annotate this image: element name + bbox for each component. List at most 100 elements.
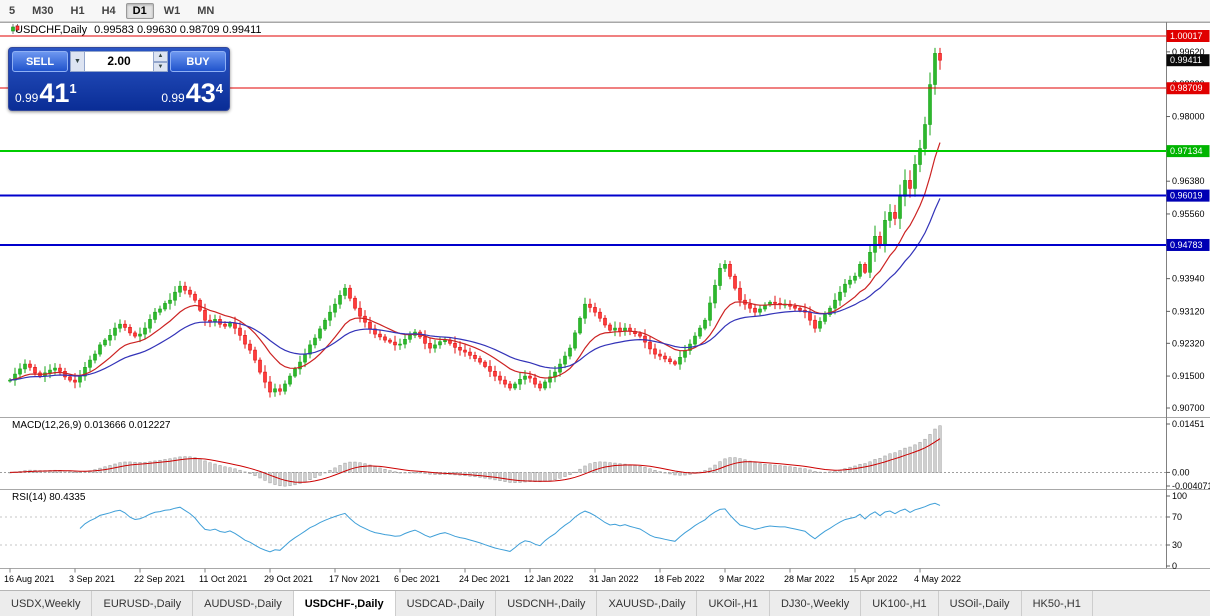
macd-histogram-bar — [673, 472, 677, 476]
tab-eurusd-daily[interactable]: EURUSD-,Daily — [92, 591, 194, 616]
tab-xauusd-daily[interactable]: XAUUSD-,Daily — [597, 591, 698, 616]
candlestick-series — [8, 47, 942, 398]
macd-histogram-bar — [313, 472, 317, 478]
price-axis-label: 0.93120 — [1172, 306, 1205, 316]
macd-histogram-bar — [383, 469, 387, 473]
tab-dj30-weekly[interactable]: DJ30-,Weekly — [769, 591, 862, 616]
macd-histogram-bar — [658, 471, 662, 473]
macd-histogram-bar — [908, 446, 912, 473]
timeframe-h4[interactable]: H4 — [101, 4, 116, 17]
macd-histogram-bar — [293, 472, 297, 486]
buy-button[interactable]: BUY — [170, 51, 226, 72]
timeframe-toolbar: 5 M30 H1 H4 D1 W1 MN — [0, 0, 1210, 22]
price-axis-badge — [1166, 145, 1210, 158]
tab-usdx-weekly[interactable]: USDX,Weekly — [0, 591, 93, 616]
macd-histogram-bar — [638, 466, 642, 473]
macd-histogram-bar — [188, 456, 192, 473]
sell-button[interactable]: SELL — [12, 51, 68, 72]
macd-histogram-bar — [533, 472, 537, 482]
macd-histogram-bar — [583, 465, 587, 473]
tab-usdcad-daily[interactable]: USDCAD-,Daily — [395, 591, 497, 616]
bid-pip-digit: 1 — [69, 81, 77, 96]
macd-histogram-bar — [733, 457, 737, 473]
macd-histogram-bar — [283, 472, 287, 487]
volume-input[interactable]: 2.00 — [85, 51, 154, 72]
price-axis-label: 0.99620 — [1172, 47, 1205, 57]
tab-audusd-daily[interactable]: AUDUSD-,Daily — [193, 591, 294, 616]
ma-fast-line — [9, 142, 941, 381]
volume-decrease-button[interactable]: ▼ — [154, 61, 168, 72]
timeframe-d1[interactable]: D1 — [125, 2, 154, 19]
date-axis-label: 9 Mar 2022 — [719, 574, 765, 584]
macd-histogram-bar — [263, 472, 267, 481]
timeframe-5[interactable]: 5 — [9, 4, 16, 17]
volume-spinner: ▲ ▼ — [154, 51, 168, 72]
macd-histogram-bar — [643, 467, 647, 473]
macd-histogram-bar — [778, 465, 782, 473]
timeframe-mn[interactable]: MN — [197, 4, 215, 17]
macd-histogram-bar — [233, 468, 237, 473]
macd-histogram-bar — [363, 463, 367, 473]
price-chart[interactable]: 0.996200.988200.980000.971800.963800.955… — [0, 22, 1210, 590]
macd-histogram-bar — [193, 457, 197, 473]
macd-histogram-bar — [773, 464, 777, 473]
macd-axis-label: 0.00 — [1172, 467, 1190, 477]
macd-histogram-bar — [578, 468, 582, 473]
macd-histogram-bar — [918, 442, 922, 473]
pane-separators — [0, 22, 1210, 569]
caret-down-icon: ▼ — [74, 58, 81, 65]
macd-histogram-bar — [398, 472, 402, 474]
date-axis-label: 15 Apr 2022 — [849, 574, 898, 584]
timeframe-m30[interactable]: M30 — [32, 4, 54, 17]
volume-dropdown-button[interactable]: ▼ — [70, 51, 85, 72]
macd-histogram-bar — [323, 472, 327, 474]
tab-usdchf-daily[interactable]: USDCHF-,Daily — [293, 591, 396, 616]
macd-histogram-bar — [378, 467, 382, 473]
rsi-indicator-pane — [0, 502, 1166, 553]
macd-histogram-bar — [528, 472, 532, 482]
macd-histogram-bar — [743, 459, 747, 473]
macd-histogram-bar — [158, 459, 162, 473]
macd-histogram-bar — [588, 463, 592, 473]
macd-histogram-bar — [633, 465, 637, 473]
date-axis-label: 3 Sep 2021 — [69, 574, 115, 584]
timeframe-w1[interactable]: W1 — [163, 4, 181, 17]
tab-uk100-h1[interactable]: UK100-,H1 — [861, 591, 939, 616]
macd-histogram-bar — [808, 469, 812, 473]
macd-histogram-bar — [923, 438, 927, 473]
tab-usoil-daily[interactable]: USOil-,Daily — [938, 591, 1022, 616]
macd-histogram-bar — [813, 471, 817, 473]
arrow-up-icon: ▲ — [157, 53, 164, 60]
tab-ukoil-h1[interactable]: UKOil-,H1 — [697, 591, 770, 616]
macd-histogram-bar — [213, 463, 217, 473]
macd-histogram-bar — [403, 472, 407, 474]
macd-histogram-bar — [288, 472, 292, 487]
macd-histogram-bar — [238, 469, 242, 473]
macd-histogram-bar — [628, 464, 632, 473]
chart-tabs-bar: USDX,Weekly EURUSD-,Daily AUDUSD-,Daily USD… — [0, 590, 1210, 616]
volume-increase-button[interactable]: ▲ — [154, 51, 168, 62]
macd-histogram-bar — [893, 452, 897, 473]
chart-title: USDCHF,Daily 0.99583 0.99630 0.98709 0.9… — [10, 24, 262, 36]
quote-row: 0.99 41 1 0.99 43 4 — [12, 73, 226, 107]
macd-histogram-bar — [168, 458, 172, 473]
price-axis-label: 0.93940 — [1172, 274, 1205, 284]
macd-histogram-bar — [523, 472, 527, 483]
macd-signal-line — [9, 438, 941, 483]
macd-histogram-bar — [273, 472, 277, 485]
tab-hk50-h1[interactable]: HK50-,H1 — [1021, 591, 1093, 616]
horizontal-level-lines — [0, 35, 1166, 246]
macd-histogram-bar — [303, 472, 307, 483]
macd-histogram-bar — [228, 467, 232, 473]
macd-histogram-bar — [508, 472, 512, 483]
tab-usdcnh-daily[interactable]: USDCNH-,Daily — [496, 591, 598, 616]
macd-histogram-bar — [833, 470, 837, 473]
macd-histogram-bar — [198, 458, 202, 473]
price-axis-label: 0.98000 — [1172, 112, 1205, 122]
timeframe-h1[interactable]: H1 — [70, 4, 85, 17]
macd-histogram-bar — [618, 463, 622, 473]
macd-histogram-bar — [738, 458, 742, 473]
macd-histogram-bar — [518, 472, 522, 483]
chart-window[interactable]: 0.996200.988200.980000.971800.963800.955… — [0, 22, 1210, 590]
macd-histogram-bar — [128, 461, 132, 473]
